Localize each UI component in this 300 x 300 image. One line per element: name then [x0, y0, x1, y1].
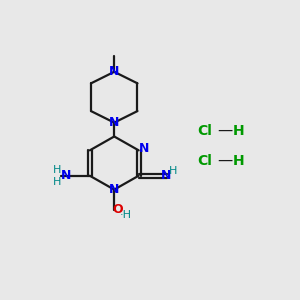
Text: O: O	[112, 203, 123, 216]
Text: N: N	[109, 183, 119, 196]
Text: N: N	[109, 65, 119, 78]
Text: ·H: ·H	[120, 210, 132, 220]
Text: Cl: Cl	[197, 154, 212, 168]
Text: N: N	[109, 116, 119, 129]
Text: H: H	[169, 166, 178, 176]
Text: H: H	[53, 165, 61, 175]
Text: N: N	[139, 142, 149, 155]
Text: —: —	[217, 153, 232, 168]
Text: H: H	[53, 176, 61, 187]
Text: H: H	[233, 124, 244, 138]
Text: Cl: Cl	[197, 124, 212, 138]
Text: H: H	[233, 154, 244, 168]
Text: N: N	[61, 169, 72, 182]
Text: —: —	[217, 123, 232, 138]
Text: N: N	[161, 169, 172, 182]
